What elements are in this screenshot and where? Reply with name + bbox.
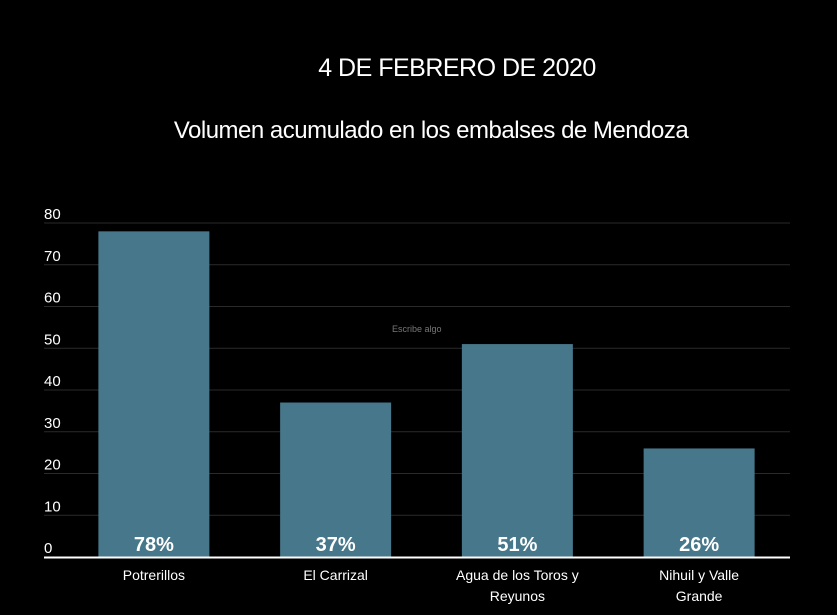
bar — [280, 402, 392, 557]
bar — [643, 448, 755, 557]
y-tick-label: 30 — [44, 415, 61, 432]
data-label: 26% — [679, 534, 719, 556]
y-tick-label: 60 — [44, 290, 61, 307]
annotation-text: Escribe algo — [392, 324, 442, 334]
x-tick-label: Agua de los Toros y Reyunos — [456, 567, 579, 604]
y-tick-label: 80 — [44, 206, 61, 223]
x-tick-label: Potrerillos — [123, 567, 185, 583]
data-label: 37% — [316, 534, 356, 556]
y-tick-label: 20 — [44, 457, 61, 474]
x-tick-label: Nihuil y Valle Grande — [659, 567, 739, 604]
bar — [98, 231, 210, 557]
chart-title: 4 DE FEBRERO DE 2020 — [318, 54, 596, 82]
data-label: 51% — [497, 534, 537, 556]
y-tick-label: 50 — [44, 331, 61, 348]
x-tick-label: El Carrizal — [303, 567, 368, 583]
chart-subtitle: Volumen acumulado en los embalses de Men… — [173, 117, 689, 144]
bar — [461, 344, 573, 557]
data-label: 78% — [134, 534, 174, 556]
y-tick-label: 70 — [44, 248, 61, 265]
y-tick-label: 0 — [44, 540, 52, 557]
y-tick-label: 10 — [44, 498, 61, 515]
y-tick-label: 40 — [44, 373, 61, 390]
